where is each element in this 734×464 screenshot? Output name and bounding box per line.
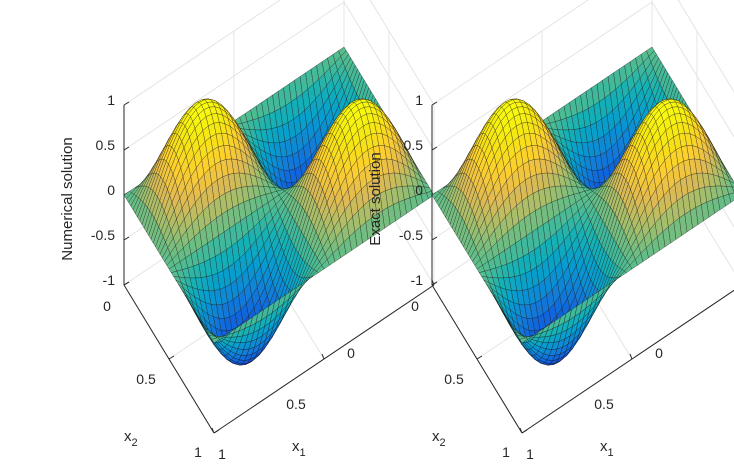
x-tick: 1 xyxy=(526,446,534,462)
z-tick: -0.5 xyxy=(91,227,115,243)
x1-axis-label: x1 xyxy=(600,438,614,459)
y-tick: 0.5 xyxy=(444,371,464,387)
z-tick: 0.5 xyxy=(96,137,116,153)
x-tick: 0 xyxy=(347,345,355,361)
z-tick: 1 xyxy=(107,92,115,108)
z-tick: 0 xyxy=(415,182,423,198)
y-tick: 0.5 xyxy=(136,371,156,387)
x-tick: 1 xyxy=(218,446,226,462)
z-tick: -1 xyxy=(411,272,424,288)
x2-axis-label: x2 xyxy=(124,428,138,449)
x-tick: 0 xyxy=(655,345,663,361)
x-tick: 0.5 xyxy=(594,396,614,412)
z-tick: 0 xyxy=(107,182,115,198)
y-tick: 0 xyxy=(411,298,419,314)
exact-solution-surface xyxy=(431,46,734,366)
x2-axis-label: x2 xyxy=(432,428,446,449)
z-axis-label: Numerical solution xyxy=(59,137,76,260)
z-tick: 1 xyxy=(415,92,423,108)
y-tick: 1 xyxy=(502,444,510,460)
z-tick: -1 xyxy=(103,272,116,288)
y-tick: 1 xyxy=(194,444,202,460)
z-tick: 0.5 xyxy=(404,137,424,153)
y-tick: 0 xyxy=(103,298,111,314)
z-tick: -0.5 xyxy=(399,227,423,243)
numerical-solution-surface xyxy=(123,46,435,366)
x-tick: 0.5 xyxy=(286,396,306,412)
surface-cell xyxy=(211,337,220,344)
x1-axis-label: x1 xyxy=(292,438,306,459)
exact-solution-plot: -1 -0.5 0 0.5 1 0 0.5 1 0 0.5 1 Exact so… xyxy=(367,0,734,462)
z-axis-label: Exact solution xyxy=(367,152,384,245)
numerical-solution-plot: -1 -0.5 0 0.5 1 0 0.5 1 0 0.5 1 Numerica… xyxy=(59,0,435,462)
